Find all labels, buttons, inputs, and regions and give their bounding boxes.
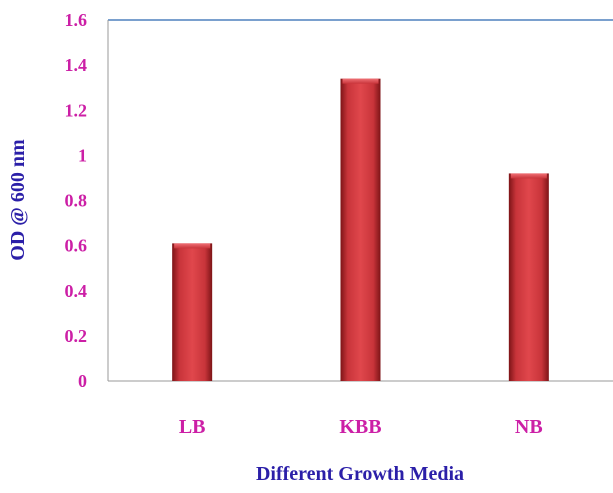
- y-tick-label: 0: [78, 371, 87, 391]
- x-category-label: NB: [515, 416, 543, 438]
- y-tick-label: 0.6: [65, 236, 88, 256]
- x-category-label: LB: [179, 416, 206, 438]
- bar-body: [340, 78, 381, 381]
- y-tick-label: 1: [78, 145, 87, 165]
- y-tick-label: 1.4: [65, 55, 88, 75]
- y-tick-label: 1.2: [65, 100, 88, 120]
- x-axis-title: Different Growth Media: [256, 463, 464, 485]
- bar-cap: [510, 173, 547, 179]
- x-category-label: KBB: [339, 416, 381, 438]
- bar-cap: [174, 243, 211, 249]
- bar-cap: [342, 78, 379, 84]
- bar-lb: [172, 243, 213, 381]
- y-tick-label: 0.2: [65, 326, 88, 346]
- y-tick-label: 0.4: [65, 281, 88, 301]
- y-tick-label: 0.8: [65, 191, 88, 211]
- y-tick-label: 1.6: [65, 10, 88, 30]
- y-axis-ticks: 0 0.2 0.4 0.6 0.8 1 1.2 1.4 1.6: [65, 10, 88, 391]
- bar-series: [172, 78, 549, 381]
- bar-kbb: [340, 78, 381, 381]
- y-axis-title: OD @ 600 nm: [7, 139, 29, 261]
- bar-nb: [508, 173, 549, 381]
- bar-body: [172, 243, 213, 381]
- bar-body: [508, 173, 549, 381]
- x-axis-labels: LB KBB NB: [179, 416, 543, 438]
